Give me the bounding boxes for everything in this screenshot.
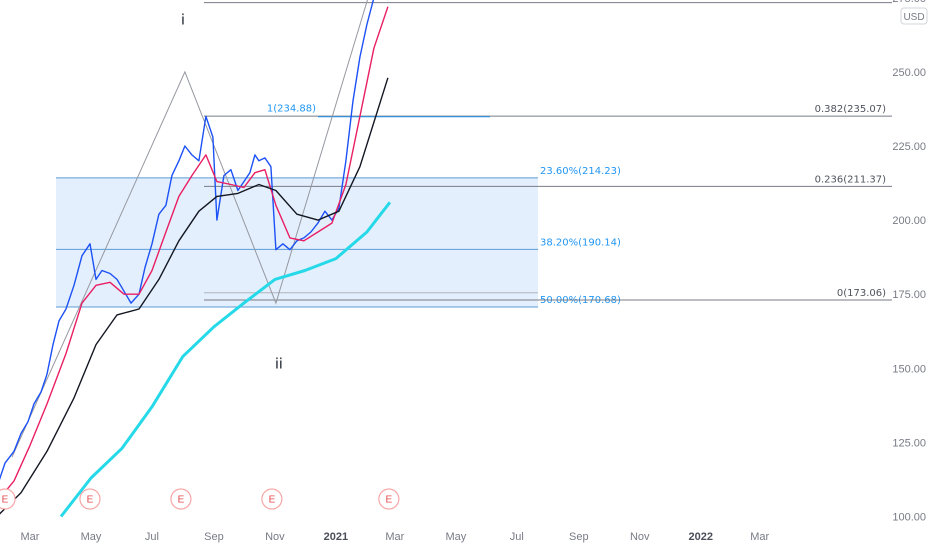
y-tick-label: 225.00 — [892, 141, 926, 153]
axes: 100.00 125.00 150.00 175.00 200.00 225.00 250.… — [21, 0, 928, 543]
series-line-2 — [0, 6, 389, 500]
annotation-labels: iiiiiiiv — [181, 12, 283, 372]
fibonacci-levels[interactable]: 23.60%(214.23) 38.20%(190.14) 50.00%(170.6… — [56, 0, 892, 308]
x-tick-label: 2022 — [688, 531, 712, 543]
x-tick-label: Sep — [204, 531, 224, 543]
projection-label: 1(234.88) — [267, 104, 316, 115]
wave-label: i — [181, 12, 185, 28]
retracement-label: 23.60%(214.23) — [540, 166, 621, 177]
x-tick-label: Nov — [630, 531, 650, 543]
earnings-circle — [378, 488, 400, 510]
x-tick-label: May — [81, 531, 102, 543]
earnings-label: E — [2, 495, 9, 506]
x-tick-label: May — [445, 531, 466, 543]
earnings-label: E — [386, 495, 393, 506]
series-line-3 — [0, 77, 389, 515]
x-tick-label: Jul — [145, 531, 159, 543]
y-tick-label: 200.00 — [892, 215, 926, 227]
x-tick-label: Mar — [750, 531, 769, 543]
retracement-label: 50.00%(170.68) — [540, 295, 621, 306]
x-tick-label: Mar — [385, 531, 404, 543]
wave-polyline[interactable] — [11, 0, 608, 458]
x-tick-label: 2021 — [324, 531, 348, 543]
earnings-label: E — [269, 495, 276, 506]
retracement-zone — [56, 177, 538, 308]
x-tick-label: Sep — [569, 531, 589, 543]
series-line-4 — [59, 201, 392, 518]
earnings-circle — [79, 488, 101, 510]
earnings-circle — [0, 488, 16, 510]
currency-label: USD — [903, 12, 924, 23]
earnings-marker[interactable]: E — [0, 488, 16, 510]
earnings-marker[interactable]: E — [170, 488, 192, 510]
fib-level-label: 0.618(273.39) — [815, 0, 887, 2]
wave-label: ii — [275, 356, 283, 372]
price-series — [0, 0, 392, 518]
earnings-marker[interactable]: E — [79, 488, 101, 510]
earnings-label: E — [87, 495, 94, 506]
currency-badge[interactable]: USD — [900, 7, 928, 25]
fib-level-label: 0.382(235.07) — [815, 104, 887, 115]
currency-box — [900, 7, 928, 25]
y-tick-label: 150.00 — [892, 363, 926, 375]
y-tick-label: 175.00 — [892, 289, 926, 301]
earnings-marker[interactable]: E — [378, 488, 400, 510]
earnings-marker[interactable]: E — [261, 488, 283, 510]
x-tick-label: Jul — [510, 531, 524, 543]
earnings-circle — [170, 488, 192, 510]
y-tick-label: 275.00 — [892, 0, 926, 5]
earnings-label: E — [178, 495, 185, 506]
earnings-circle — [261, 488, 283, 510]
y-tick-label: 250.00 — [892, 67, 926, 79]
fib-level-label: 0.236(211.37) — [815, 174, 887, 185]
elliott-wave-path[interactable] — [11, 0, 608, 458]
retracement-label: 38.20%(190.14) — [540, 237, 621, 248]
fib-level-label: 0(173.06) — [837, 288, 886, 299]
x-tick-label: Nov — [265, 531, 285, 543]
y-tick-label: 125.00 — [892, 437, 926, 449]
x-tick-label: Mar — [21, 531, 40, 543]
y-tick-label: 100.00 — [892, 512, 926, 524]
